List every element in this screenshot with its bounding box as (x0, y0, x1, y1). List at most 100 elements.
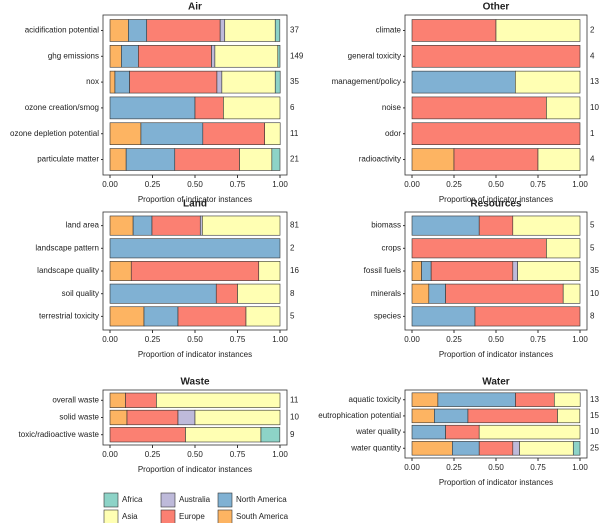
x-tick-label: 0.75 (230, 335, 246, 344)
x-tick-label: 0.25 (446, 335, 462, 344)
bar-segment (109, 70, 116, 94)
bar-segment (512, 441, 520, 456)
count-label: 35 (590, 266, 599, 275)
legend-label: Asia (122, 512, 138, 521)
bar-segment (421, 261, 432, 281)
panel-title: Waste (180, 377, 210, 388)
bar-segment (445, 283, 564, 304)
bar-segment (411, 306, 476, 327)
legend-swatch (217, 509, 233, 523)
bar-segment (140, 122, 204, 145)
count-label: 21 (290, 155, 299, 164)
count-label: 1 (590, 129, 595, 138)
category-label: general toxicity (348, 51, 401, 60)
x-tick-label: 0.25 (446, 180, 462, 189)
x-tick-label: 0.00 (102, 180, 118, 189)
count-label: 11 (290, 129, 299, 138)
category-label: radioactivity (359, 155, 401, 164)
bar-segment (260, 427, 281, 443)
bar-segment (151, 215, 201, 236)
bar-segment (109, 19, 129, 42)
category-label: management/policy (332, 77, 401, 86)
bar-segment (239, 148, 273, 171)
count-label: 9 (290, 430, 295, 439)
category-label: particulate matter (37, 155, 99, 164)
count-label: 5 (290, 311, 295, 320)
bar-segment (125, 148, 176, 171)
x-axis-label: Proportion of indicator instances (439, 195, 553, 204)
bar-segment (277, 45, 281, 68)
bar-segment (453, 148, 539, 171)
bar-segment (478, 424, 581, 440)
bar-segment (274, 70, 281, 94)
bar-segment (109, 215, 134, 236)
count-label: 10 (590, 103, 599, 112)
x-tick-label: 0.00 (404, 463, 420, 472)
bar-segment (411, 238, 547, 259)
x-axis-label: Proportion of indicator instances (138, 195, 252, 204)
category-label: acidification potential (25, 26, 99, 35)
bar-segment (474, 306, 581, 327)
count-label: 10 (590, 289, 599, 298)
category-label: climate (376, 26, 402, 35)
x-tick-label: 0.50 (488, 180, 504, 189)
bar-segment (109, 122, 142, 145)
bar-segment (478, 441, 514, 456)
category-label: ozone depletion potential (10, 129, 99, 138)
x-axis-label: Proportion of indicator instances (138, 465, 252, 474)
bar-segment (224, 19, 276, 42)
count-label: 8 (590, 311, 595, 320)
count-label: 15 (590, 411, 599, 420)
x-tick-label: 0.75 (530, 180, 546, 189)
category-label: odor (385, 129, 401, 138)
bar-segment (411, 215, 480, 236)
bar-segment (156, 392, 281, 408)
category-label: fossil fuels (364, 266, 401, 275)
count-label: 10 (590, 427, 599, 436)
x-tick-label: 0.25 (145, 450, 161, 459)
count-label: 11 (290, 395, 299, 404)
bar-segment (517, 261, 581, 281)
bar-segment (411, 19, 497, 42)
bar-segment (185, 427, 262, 443)
bar-segment (271, 148, 281, 171)
category-label: landscape pattern (35, 243, 99, 252)
count-label: 4 (590, 51, 595, 60)
bar-segment (121, 45, 139, 68)
x-tick-label: 0.75 (230, 450, 246, 459)
bar-segment (557, 408, 581, 424)
bar-segment (109, 96, 196, 120)
bar-segment (132, 215, 153, 236)
panel-title: Resources (470, 199, 522, 210)
bar-segment (515, 392, 555, 407)
bar-segment (274, 19, 281, 42)
count-label: 81 (290, 221, 299, 230)
count-label: 149 (290, 51, 304, 60)
category-label: overall waste (52, 395, 99, 404)
category-label: ozone creation/smog (25, 103, 99, 112)
bar-segment (264, 122, 281, 145)
category-label: landscape quality (37, 266, 99, 275)
panel-title: Water (482, 377, 510, 388)
bar-segment (519, 441, 574, 456)
bar-segment (411, 96, 547, 120)
x-tick-label: 0.75 (530, 463, 546, 472)
bar-segment (215, 283, 238, 304)
bar-segment (258, 261, 281, 281)
count-label: 5 (590, 243, 595, 252)
category-label: toxic/radioactive waste (19, 430, 100, 439)
x-tick-label: 1.00 (572, 335, 588, 344)
x-tick-label: 0.25 (446, 463, 462, 472)
legend-label: Europe (179, 512, 205, 521)
count-label: 13 (590, 77, 599, 86)
x-tick-label: 0.75 (530, 335, 546, 344)
bar-segment (143, 306, 179, 327)
bar-segment (109, 306, 145, 327)
bar-segment (199, 215, 203, 236)
count-label: 8 (290, 289, 295, 298)
count-label: 6 (290, 103, 295, 112)
bar-segment (411, 45, 581, 68)
legend-swatch (103, 492, 119, 508)
bar-segment (129, 70, 218, 94)
panel-title: Air (188, 2, 202, 13)
